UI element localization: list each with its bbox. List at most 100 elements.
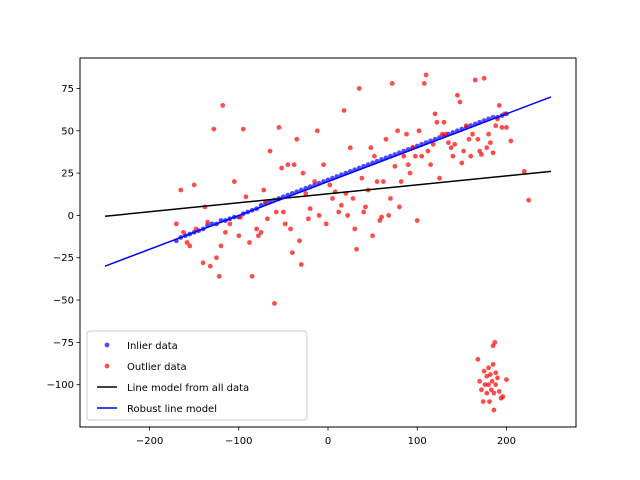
outlier-point [396, 204, 402, 210]
outlier-point [282, 221, 288, 227]
outlier-point [380, 179, 386, 184]
x-tick-label: 200 [497, 436, 516, 447]
outlier-point [421, 80, 427, 86]
outlier-point [416, 128, 422, 134]
outlier-point [383, 136, 389, 142]
y-tick-label: −100 [47, 380, 74, 391]
legend-box [86, 330, 308, 421]
outlier-point [223, 229, 228, 235]
outlier-point [205, 219, 210, 225]
y-tick-label: −25 [53, 253, 74, 264]
outlier-point [490, 150, 496, 156]
outlier-point [370, 233, 375, 239]
outlier-point [178, 187, 184, 193]
outlier-point [475, 356, 481, 362]
outlier-point [288, 226, 293, 232]
series-layer [104, 72, 552, 413]
outlier-point [419, 153, 425, 159]
outlier-point [504, 125, 509, 130]
outlier-point [256, 233, 261, 239]
outlier-point [363, 204, 368, 210]
legend-label: Outlier data [127, 362, 187, 373]
outlier-point [298, 262, 304, 267]
outlier-point [491, 390, 497, 396]
outlier-point [491, 407, 497, 413]
outlier-point [368, 145, 374, 151]
outlier-point [404, 131, 409, 137]
outlier-point [487, 399, 492, 405]
outlier-point [297, 238, 302, 244]
outlier-point [413, 153, 418, 159]
outlier-point [374, 179, 380, 184]
outlier-point [184, 240, 190, 245]
outlier-point [211, 126, 217, 132]
outlier-point [521, 169, 527, 174]
outlier-point [361, 209, 367, 215]
legend: Inlier data Outlier data Line model from a… [86, 330, 308, 421]
outlier-point [405, 162, 411, 168]
outlier-point [395, 128, 400, 134]
outlier-point [338, 202, 344, 208]
outlier-point [407, 170, 413, 176]
outlier-point [425, 148, 431, 154]
outlier-point [475, 136, 481, 142]
outlier-point [461, 148, 466, 154]
outlier-point [481, 368, 487, 374]
outlier-point [345, 213, 351, 218]
outlier-point [300, 170, 306, 176]
legend-label: Robust line model [127, 404, 217, 415]
x-tick-label: −100 [225, 436, 252, 447]
outlier-point [389, 80, 395, 86]
outlier-point [254, 226, 260, 232]
outlier-point [446, 140, 451, 146]
outlier-point [264, 216, 270, 222]
outlier-point [493, 382, 499, 388]
outlier-point [187, 243, 193, 249]
outlier-point [441, 119, 447, 125]
y-axis: −100 −75 −50 −25 0 25 50 75 [47, 84, 80, 391]
outlier-point [496, 102, 502, 108]
outlier-point [243, 194, 249, 200]
outlier-point [276, 125, 282, 130]
outlier-point [214, 255, 219, 261]
outlier-point [454, 92, 460, 98]
outlier-point [314, 128, 320, 134]
outlier-point [216, 273, 222, 279]
outlier-point [504, 377, 509, 383]
x-tick-label: 100 [408, 436, 427, 447]
outlier-point [490, 361, 496, 367]
outlier-point [479, 387, 484, 393]
robust-line [104, 96, 552, 267]
outlier-point [341, 108, 347, 113]
outlier-point [386, 213, 392, 218]
outlier-point [236, 233, 242, 239]
outlier-point [181, 229, 186, 235]
outlier-point [526, 197, 532, 203]
outlier-point [379, 214, 384, 220]
outlier-point [249, 273, 255, 279]
x-tick-label: −200 [136, 436, 163, 447]
outlier-point [468, 153, 474, 159]
outlier-point [312, 179, 318, 184]
outlier-point [258, 229, 264, 235]
outlier-point [488, 387, 494, 393]
y-tick-label: −75 [53, 338, 74, 349]
outlier-point [432, 111, 438, 117]
outlier-point [470, 131, 475, 137]
outlier-point [487, 140, 493, 146]
legend-label: Line model from all data [127, 383, 249, 394]
outlier-point [499, 125, 505, 130]
outlier-point [285, 162, 291, 168]
outlier-point [492, 339, 498, 345]
outlier-point [356, 86, 362, 91]
outlier-point [291, 162, 297, 168]
outlier-point [323, 221, 329, 227]
outlier-point [508, 138, 514, 144]
outlier-point [272, 301, 277, 306]
outlier-point [495, 375, 500, 381]
outlier-point [486, 131, 491, 137]
outlier-point [450, 153, 456, 159]
outlier-point [279, 165, 285, 171]
outlier-point [472, 77, 478, 83]
outlier-point [463, 123, 469, 129]
